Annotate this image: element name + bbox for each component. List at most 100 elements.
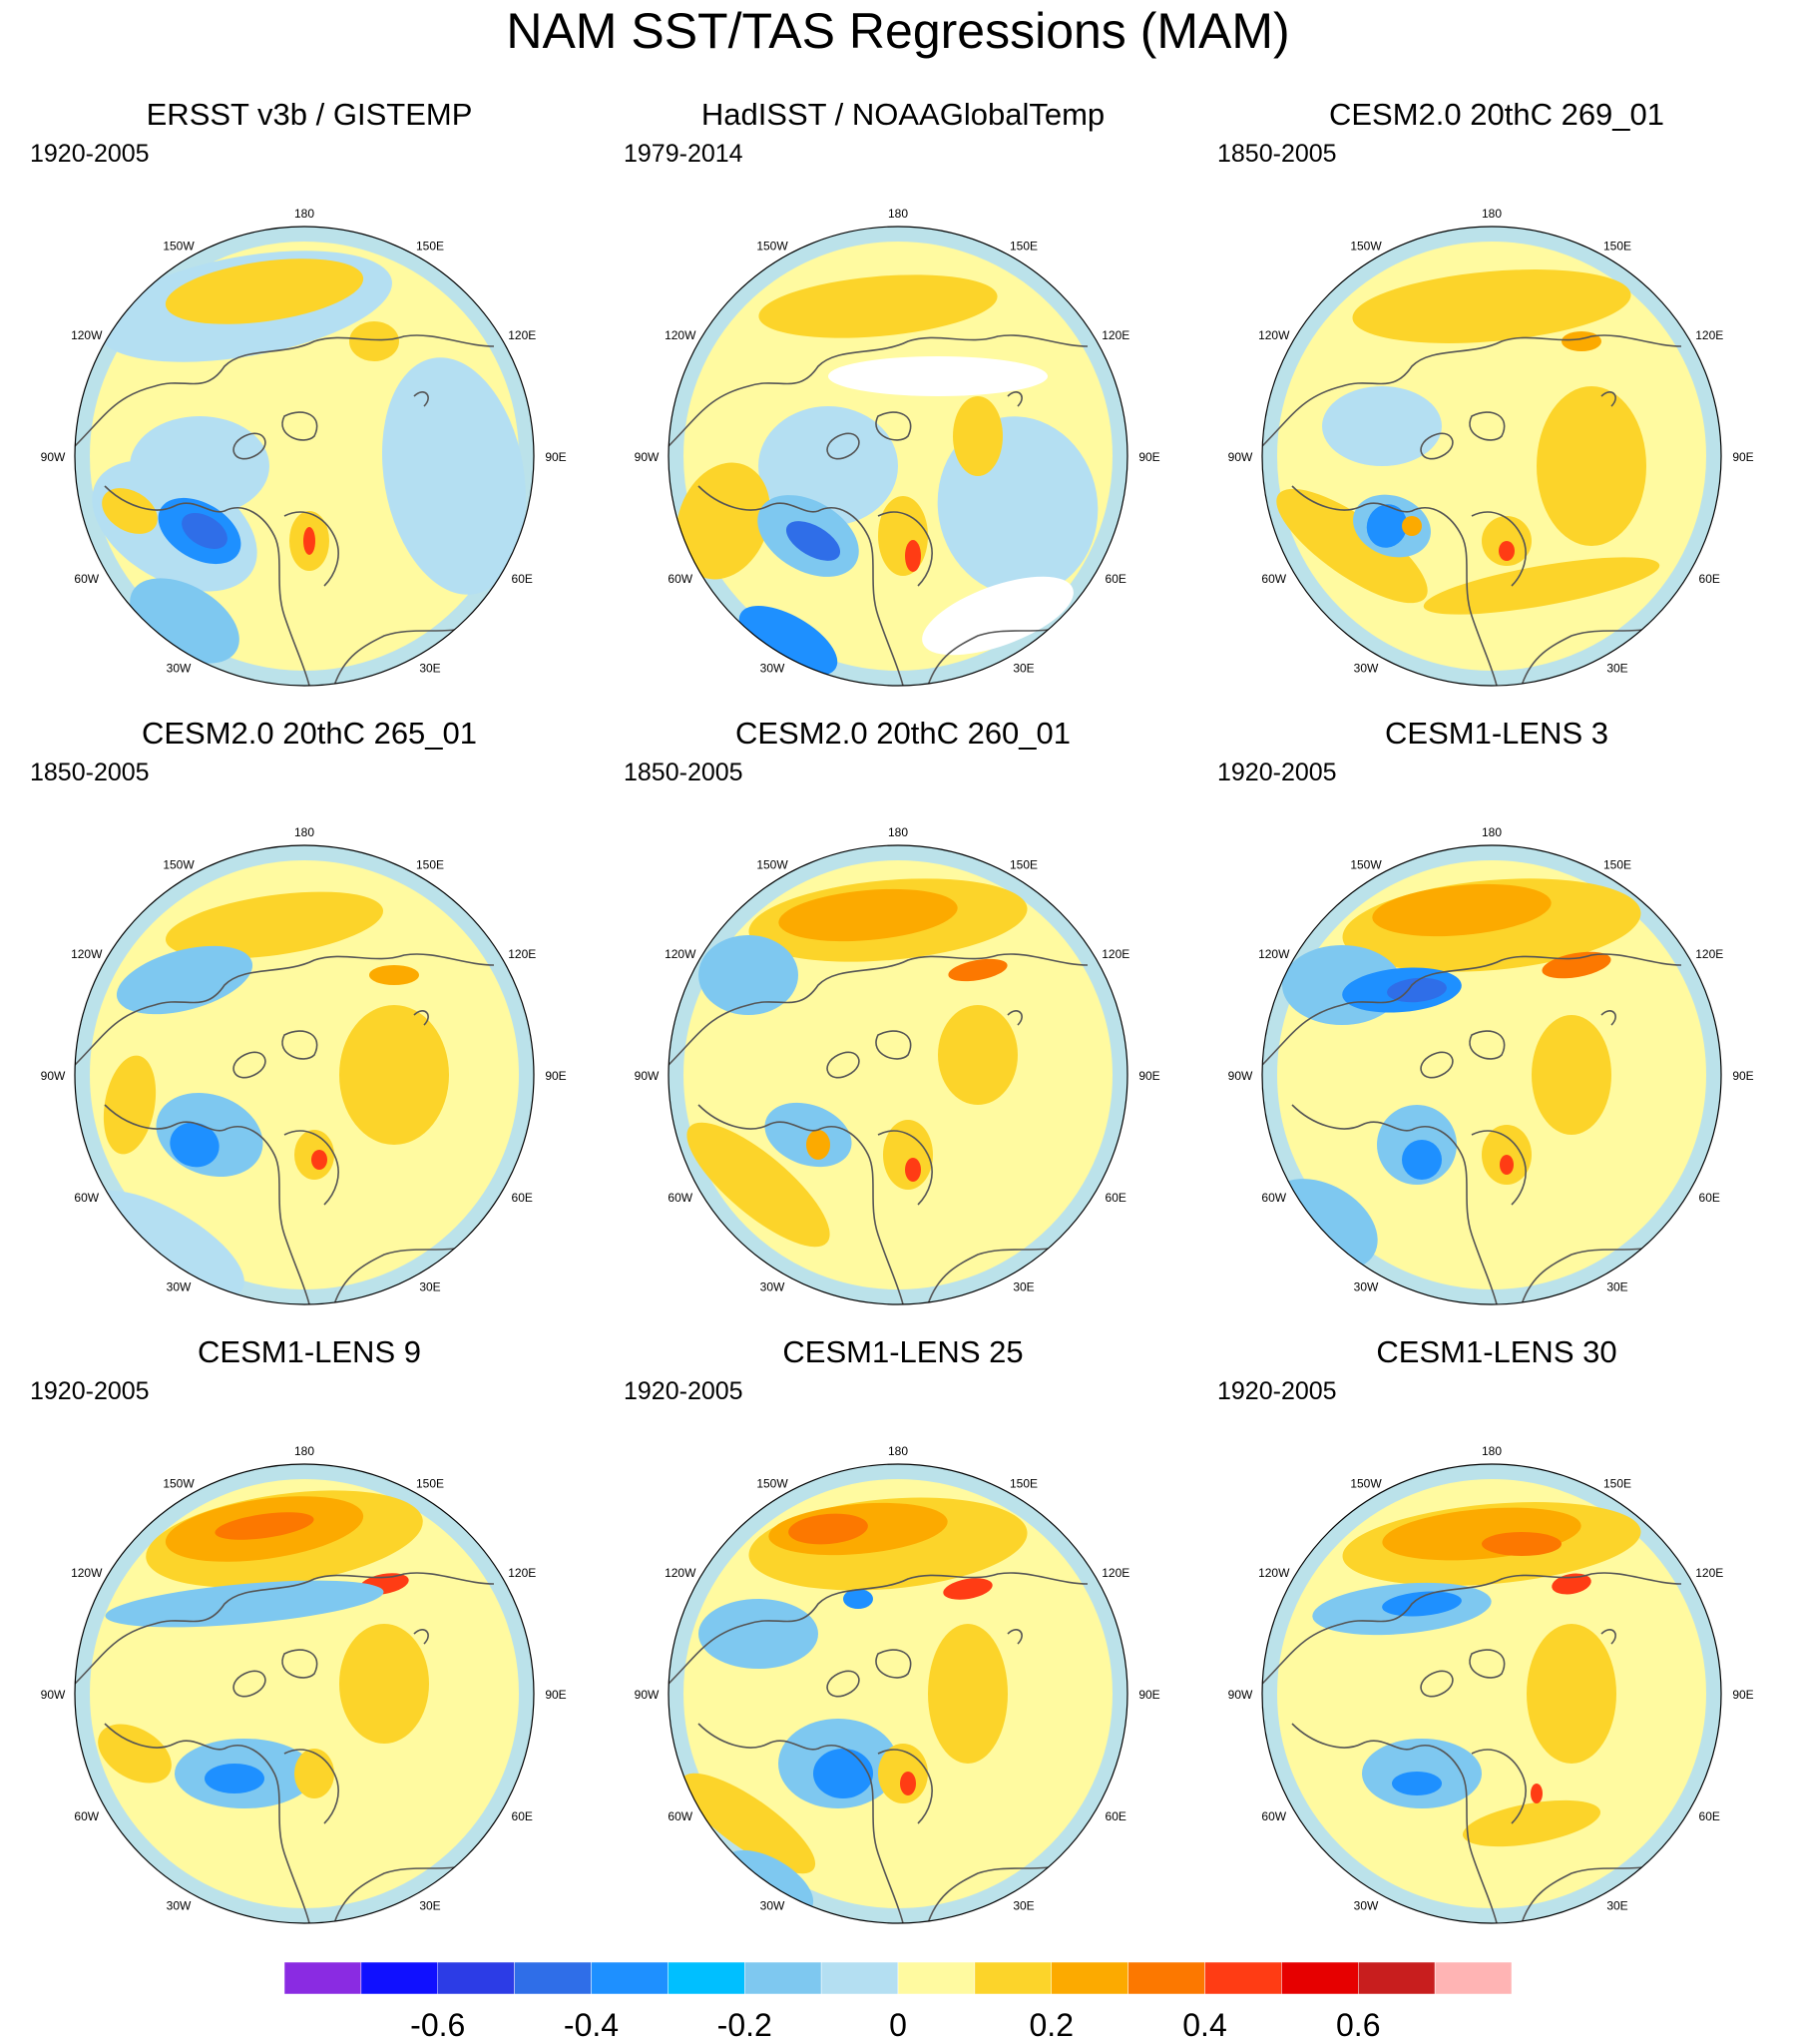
- anomaly-region: [205, 1764, 264, 1793]
- panel-title: CESM1-LENS 30: [1376, 1334, 1617, 1369]
- colorbar-tick-label: 0.6: [1336, 2007, 1380, 2042]
- anomaly-region: [785, 521, 841, 561]
- coastline: [283, 511, 339, 587]
- longitude-label: 180: [294, 825, 314, 839]
- coastline: [1521, 1862, 1662, 1923]
- colorbar-svg: -0.6 -0.4 -0.2 0 0.2 0.4 0.6: [284, 1962, 1512, 2042]
- panel-title: CESM2.0 20thC 269_01: [1328, 97, 1665, 132]
- colorbar-tick-label: -0.6: [410, 2007, 465, 2042]
- colorbar-swatch: [744, 1962, 822, 1995]
- anomaly-region: [680, 1773, 816, 1874]
- panel-period: 1920-2005: [30, 1377, 150, 1405]
- anomaly-region: [1552, 1573, 1591, 1595]
- coastline: [1007, 1010, 1023, 1026]
- longitude-label: 90E: [1732, 1688, 1753, 1702]
- coastline: [75, 953, 495, 1066]
- coastline: [333, 1862, 475, 1923]
- anomaly-region: [828, 356, 1048, 396]
- longitude-label: 120W: [1258, 328, 1290, 342]
- coastline: [875, 1649, 912, 1679]
- anomaly-region: [806, 1130, 830, 1160]
- longitude-label: 120E: [508, 328, 536, 342]
- longitude-label: 0: [301, 1931, 308, 1933]
- longitude-label: 150W: [163, 240, 195, 254]
- longitude-label: 60E: [512, 1191, 533, 1205]
- longitude-label: 120W: [1258, 947, 1290, 961]
- polar-map: 180 150E 120E 90E 60E 30E 0 30W 60W 90W 120W 150W: [1228, 1444, 1754, 1933]
- longitude-label: 90W: [41, 1069, 66, 1083]
- longitude-label: 30W: [167, 1279, 192, 1293]
- longitude-label: 90E: [1138, 1069, 1159, 1083]
- longitude-label: 60E: [1699, 572, 1720, 586]
- longitude-label: 180: [888, 825, 908, 839]
- longitude-label: 0: [895, 1312, 902, 1314]
- colorbar-swatch: [284, 1962, 362, 1995]
- coastline: [333, 625, 475, 686]
- coastline: [1471, 1749, 1527, 1824]
- longitude-label: 30W: [760, 1279, 785, 1293]
- longitude-label: 180: [1482, 1444, 1502, 1458]
- longitude-label: 60E: [1106, 1191, 1126, 1205]
- longitude-label: 30W: [1354, 1898, 1379, 1912]
- coastline: [232, 1670, 266, 1698]
- coastline: [1469, 1649, 1506, 1679]
- longitude-label: 60E: [1699, 1809, 1720, 1823]
- coastline: [75, 334, 495, 447]
- longitude-label: 30W: [167, 1898, 192, 1912]
- longitude-label: 60W: [1261, 1809, 1286, 1823]
- colorbar-swatch: [1127, 1962, 1205, 1995]
- anomaly-region: [311, 1150, 327, 1170]
- longitude-label: 90W: [635, 450, 660, 464]
- polar-map: 180 150E 120E 90E 60E 30E 0 30W 60W 90W 120W 150W: [1228, 207, 1754, 696]
- longitude-label: 150E: [1010, 1477, 1038, 1491]
- polar-map: 180 150E 120E 90E 60E 30E 0 30W 60W 90W 120W 150W: [635, 1444, 1160, 1933]
- colorbar-swatch: [591, 1962, 669, 1995]
- anomaly-region: [1462, 1799, 1601, 1847]
- longitude-label: 120E: [1102, 328, 1129, 342]
- map-panel: CESM1-LENS 9 180 150E 120E 90E 60E 30E 0 30W 60W 9…: [30, 1332, 589, 1933]
- coastline: [669, 334, 1089, 447]
- panel-period: 1920-2005: [30, 140, 150, 168]
- longitude-label: 180: [294, 207, 314, 221]
- coastline: [281, 1649, 318, 1679]
- polar-map: 180 150E 120E 90E 60E 30E 0 30W 60W 90W 120W 150W: [41, 1444, 567, 1933]
- anomaly-region: [165, 258, 364, 324]
- coastline: [1471, 1130, 1527, 1206]
- map-frame: [1261, 844, 1722, 1305]
- longitude-label: 90W: [1228, 1688, 1253, 1702]
- anomaly-region: [1402, 516, 1422, 536]
- longitude-label: 0: [1489, 1931, 1496, 1933]
- anomaly-region: [675, 462, 771, 580]
- coastline: [1007, 1629, 1023, 1645]
- longitude-label: 30W: [1354, 661, 1379, 675]
- longitude-label: 150W: [1350, 1477, 1382, 1491]
- longitude-label: 150W: [1350, 858, 1382, 872]
- longitude-label: 120W: [665, 328, 696, 342]
- colorbar-tick-label: 0.2: [1030, 2007, 1074, 2042]
- longitude-label: 30E: [1013, 661, 1034, 675]
- longitude-label: 30E: [1606, 1898, 1627, 1912]
- longitude-label: 150E: [1010, 858, 1038, 872]
- anomaly-region: [943, 1578, 993, 1600]
- coastline: [1420, 432, 1454, 460]
- longitude-label: 30E: [1606, 661, 1627, 675]
- map-frame: [668, 1463, 1128, 1924]
- longitude-label: 0: [895, 1931, 902, 1933]
- longitude-label: 120E: [1695, 1566, 1723, 1580]
- coastline: [875, 1030, 912, 1060]
- anomaly-region: [1499, 541, 1515, 561]
- anomaly-region: [1482, 1532, 1562, 1556]
- coastline: [875, 411, 912, 441]
- longitude-label: 150E: [416, 858, 444, 872]
- anomaly-region: [105, 1580, 384, 1628]
- polar-map: 180 150E 120E 90E 60E 30E 0 30W 60W 90W 120W 150W: [635, 825, 1160, 1314]
- coastline: [281, 411, 318, 441]
- longitude-label: 90E: [1138, 1688, 1159, 1702]
- map-panel: CESM1-LENS 3 180 150E 120E 90E 60E 30E 0 30W 60W 9…: [1217, 714, 1776, 1314]
- colorbar-tick-label: 0: [889, 2007, 907, 2042]
- longitude-label: 180: [888, 1444, 908, 1458]
- anomaly-region: [764, 1102, 852, 1168]
- anomaly-region: [1366, 504, 1408, 548]
- panel-title: ERSST v3b / GISTEMP: [146, 97, 473, 132]
- panel-title: CESM1-LENS 9: [198, 1334, 421, 1369]
